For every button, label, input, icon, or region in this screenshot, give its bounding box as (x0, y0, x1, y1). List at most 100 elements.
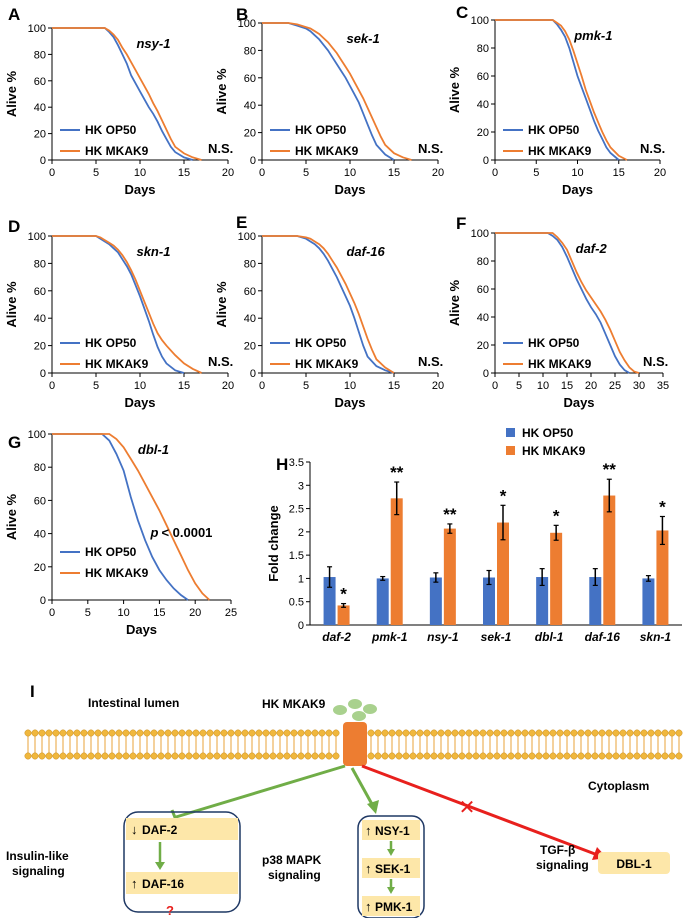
lipid-head (402, 752, 410, 760)
up-arrow-icon: ↑ (365, 823, 372, 838)
legend-label: HK OP50 (85, 336, 137, 350)
legend-label: HK OP50 (85, 123, 137, 137)
lipid-head (255, 729, 263, 737)
up-arrow-icon: ↑ (131, 876, 138, 891)
lipid-head (388, 729, 396, 737)
bar-mkak9 (337, 605, 350, 625)
panel-letter: A (8, 5, 20, 24)
lipid-head (164, 752, 172, 760)
lipid-head (38, 752, 46, 760)
lipid-head (507, 729, 515, 737)
x-tick-label: 20 (222, 380, 234, 392)
lipid-head (185, 752, 193, 760)
sek1-box (362, 858, 420, 878)
x-tick-label: 10 (537, 380, 549, 392)
lipid-head (38, 729, 46, 737)
x-tick-label: 5 (303, 167, 309, 179)
x-tick-label: 0 (49, 380, 55, 392)
bar-op50 (642, 578, 655, 625)
x-tick-label: 20 (432, 167, 444, 179)
survival-line-mkak9 (52, 27, 202, 161)
p38-label: signaling (268, 868, 321, 882)
receptor (333, 699, 377, 766)
significance-marker: ** (390, 463, 404, 482)
y-tick-label: 80 (244, 258, 256, 270)
x-tick-label: 15 (613, 167, 625, 179)
lipid-head (465, 729, 473, 737)
lipid-head (647, 729, 655, 737)
lipid-head (444, 752, 452, 760)
y-tick-label: 60 (34, 495, 46, 507)
lipid-head (528, 752, 536, 760)
lipid-head (164, 729, 172, 737)
pmk1-box (362, 896, 420, 916)
survival-line-mkak9 (52, 433, 211, 601)
y-tick-label: 60 (477, 71, 489, 83)
category-label: daf-2 (322, 630, 351, 644)
y-tick-label: 40 (34, 102, 46, 114)
lipid-head (66, 752, 74, 760)
lipid-head (143, 752, 151, 760)
significance-marker: * (340, 585, 347, 604)
p38-module: ↑ NSY-1 ↑ SEK-1 ↑ PMK-1 p38 MAPK signali… (262, 815, 425, 918)
category-label: nsy-1 (427, 630, 459, 644)
survival-line-op50 (52, 433, 189, 601)
x-tick-label: 30 (633, 380, 645, 392)
legend-swatch (506, 428, 515, 437)
survival-line-op50 (52, 235, 185, 374)
y-tick-label: 3.5 (289, 457, 304, 469)
x-axis-title: Days (563, 395, 594, 410)
p38-label: p38 MAPK (262, 853, 322, 867)
x-tick-label: 10 (117, 607, 129, 619)
lipid-head (24, 752, 32, 760)
lipid-head (262, 752, 270, 760)
lipid-head (101, 752, 109, 760)
y-tick-label: 100 (238, 18, 256, 30)
panel-letter: G (8, 433, 21, 452)
x-tick-label: 10 (344, 167, 356, 179)
legend-label: HK MKAK9 (85, 144, 149, 158)
lipid-head (192, 729, 200, 737)
lipid-head (458, 729, 466, 737)
bar-op50 (589, 577, 602, 625)
bacterium-icon (363, 704, 377, 714)
question-icon: ? (166, 903, 174, 918)
lipid-head (507, 752, 515, 760)
bacterium-label: HK MKAK9 (262, 697, 326, 711)
y-tick-label: 100 (28, 429, 46, 441)
significance-label: N.S. (208, 354, 233, 369)
legend-label: HK MKAK9 (295, 144, 359, 158)
lipid-head (213, 729, 221, 737)
survival-chart-e: E 0 20 40 60 80 100 0 5 10 15 20 Days Alive % daf-16 HK… (214, 213, 444, 410)
arrowhead (155, 862, 165, 870)
y-tick-label: 100 (471, 228, 489, 240)
lipid-head (395, 752, 403, 760)
legend-label: HK MKAK9 (522, 444, 586, 458)
chart-title: skn-1 (136, 244, 170, 259)
lipid-head (542, 752, 550, 760)
daf2-box (126, 818, 238, 840)
y-tick-label: 0 (250, 368, 256, 380)
panel-letter: E (236, 213, 247, 232)
lipid-head (619, 729, 627, 737)
lipid-head (206, 729, 214, 737)
arrowhead (387, 849, 395, 856)
lipid-head (325, 752, 333, 760)
survival-chart-c: C 0 20 40 60 80 100 0 5 10 15 20 Days Alive % pmk-1 HK … (447, 3, 666, 197)
bar-mkak9 (550, 532, 563, 625)
lipid-head (605, 729, 613, 737)
lipid-head (45, 729, 53, 737)
lipid-head (605, 752, 613, 760)
lipid-head (584, 752, 592, 760)
lipid-head (661, 752, 669, 760)
legend-label: HK MKAK9 (85, 357, 149, 371)
lipid-head (612, 729, 620, 737)
lipid-head (59, 752, 67, 760)
lipid-head (304, 752, 312, 760)
y-tick-label: 20 (244, 341, 256, 353)
lipid-head (290, 752, 298, 760)
p38-frame (357, 815, 425, 918)
daf16-box (126, 872, 238, 894)
lipid-head (297, 752, 305, 760)
lipid-head (640, 752, 648, 760)
